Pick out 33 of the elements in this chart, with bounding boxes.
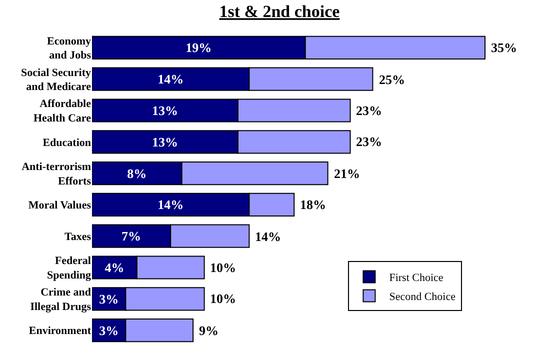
y-tick-label: Environment [28, 325, 92, 338]
total-label: 21% [334, 166, 360, 181]
total-label: 14% [255, 229, 281, 244]
data-label: 14% [158, 197, 184, 212]
data-label: 7% [122, 228, 142, 244]
y-tick-label: Social Security and Medicare [21, 66, 92, 94]
data-label: 13% [152, 103, 178, 118]
total-label: 10% [210, 260, 236, 275]
total-label: 23% [356, 103, 382, 118]
total-label: 10% [210, 291, 236, 306]
total-label: 25% [379, 72, 405, 87]
y-tick-label: Economy and Jobs [47, 35, 92, 62]
legend-label: First Choice [389, 272, 444, 284]
data-label: 13% [152, 134, 178, 150]
total-label: 35% [491, 40, 517, 55]
y-tick-label: Anti-terrorism Efforts [22, 161, 92, 188]
total-label: 18% [300, 197, 326, 212]
y-tick-label: Affordable Health Care [33, 98, 92, 124]
chart-title: 1st & 2nd choice [219, 2, 340, 22]
data-label: 8% [127, 166, 147, 181]
y-tick-label: Federal Spending [46, 255, 92, 282]
data-label: 3% [99, 322, 119, 338]
data-label: 4% [104, 260, 124, 275]
data-label: 3% [99, 291, 119, 306]
total-label: 23% [356, 134, 382, 149]
legend-label: Second Choice [389, 291, 456, 304]
data-label: 19% [186, 40, 212, 56]
y-tick-label: Education [42, 136, 91, 149]
y-tick-label: Moral Values [28, 200, 92, 212]
total-label: 9% [199, 323, 218, 338]
y-tick-label: Taxes [64, 230, 92, 243]
data-label: 14% [158, 72, 184, 87]
y-tick-label: Crime and Illegal Drugs [30, 286, 92, 313]
